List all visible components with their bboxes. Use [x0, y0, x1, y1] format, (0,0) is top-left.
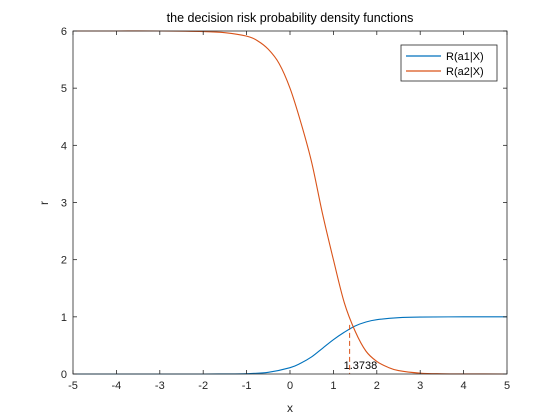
y-tick-label: 6	[61, 26, 67, 38]
plot-area	[73, 31, 507, 374]
x-tick-label: 4	[461, 380, 467, 392]
y-tick-label: 1	[61, 312, 67, 324]
y-tick-label: 5	[61, 83, 67, 95]
x-tick-label: -3	[155, 380, 165, 392]
y-axis-label: r	[37, 201, 51, 205]
y-tick-label: 2	[61, 255, 67, 267]
annotation-layer: 1.3738	[344, 324, 378, 374]
y-tick-label: 4	[61, 140, 67, 152]
x-tick-label: 2	[374, 380, 380, 392]
legend-entry-series-2: R(a2|X)	[446, 66, 484, 78]
legend: R(a1|X) R(a2|X)	[400, 44, 498, 82]
series-line-2	[73, 30, 508, 375]
x-tick-label: -2	[198, 380, 208, 392]
x-tick-label: -1	[242, 380, 252, 392]
x-ticks: -5 -4 -3 -2 -1 0 1 2 3 4 5	[68, 31, 510, 392]
x-axis-label: x	[287, 401, 293, 415]
y-ticks: 0 1 2 3 4 5 6	[61, 26, 507, 381]
x-tick-label: 0	[287, 380, 293, 392]
legend-entry-series-1: R(a1|X)	[446, 51, 484, 63]
y-tick-label: 3	[61, 198, 67, 210]
x-tick-label: -5	[68, 380, 78, 392]
legend-box	[400, 44, 498, 82]
x-tick-label: 3	[417, 380, 423, 392]
x-tick-label: 5	[504, 380, 510, 392]
chart-title: the decision risk probability density fu…	[167, 11, 414, 25]
intersection-label: 1.3738	[344, 360, 378, 372]
y-tick-label: 0	[61, 369, 67, 381]
x-tick-label: -4	[112, 380, 122, 392]
x-tick-label: 1	[330, 380, 336, 392]
